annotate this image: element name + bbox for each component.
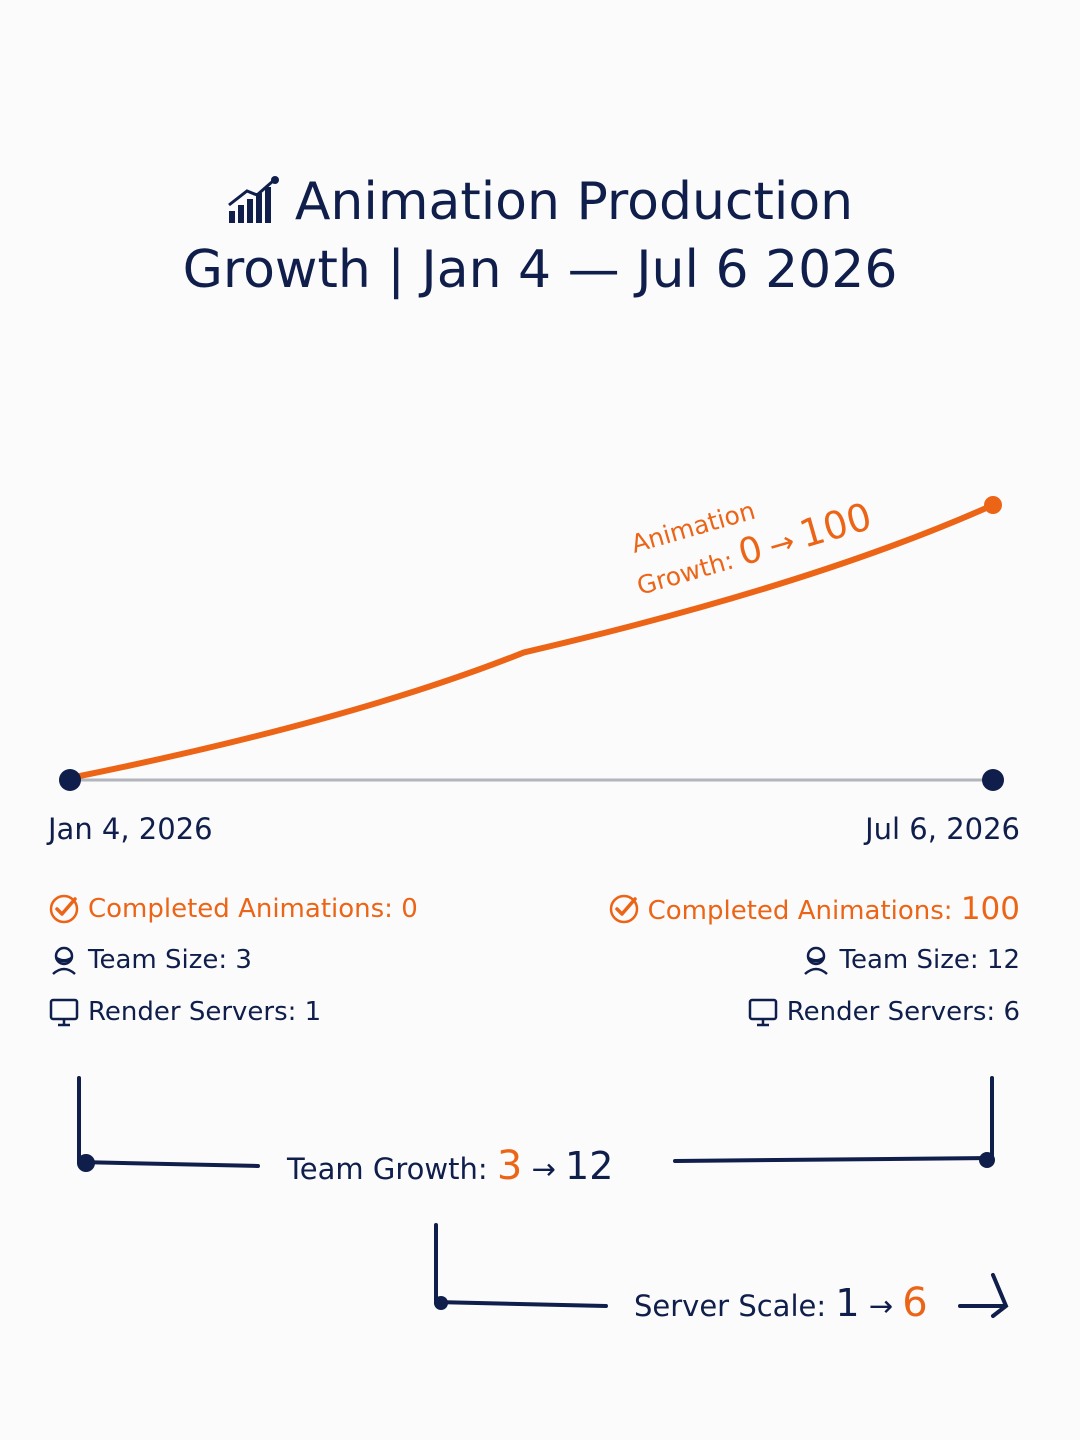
- monitor-icon: [748, 998, 778, 1027]
- person-headset-icon: [52, 946, 76, 975]
- end-date-label: Jul 6, 2026: [865, 812, 1020, 846]
- start-team-text: Team Size: 3: [88, 945, 252, 975]
- start-date-label: Jan 4, 2026: [48, 812, 213, 846]
- start-team-value: 3: [235, 945, 252, 975]
- end-team-label: Team Size:: [839, 945, 987, 975]
- team-bracket-right-dot: [979, 1152, 995, 1168]
- title-text-2: Growth | Jan 4 — Jul 6 2026: [182, 240, 898, 300]
- series-label-arrow: →: [765, 524, 799, 565]
- timeline-start-point: [59, 769, 81, 791]
- team-growth-arrow: →: [531, 1152, 556, 1186]
- team-growth-text: Team Growth:: [287, 1152, 497, 1186]
- server-scale-to: 6: [902, 1280, 928, 1326]
- start-servers-value: 1: [304, 997, 322, 1027]
- server-bracket-dot: [434, 1296, 448, 1310]
- server-scale-arrow: →: [868, 1289, 894, 1323]
- timeline-end-point: [982, 769, 1004, 791]
- start-team-size: Team Size: 3: [48, 944, 252, 976]
- end-completed-animations: Completed Animations: 100: [608, 891, 1020, 927]
- chart-title: Animation Production Growth | Jan 4 — Ju…: [0, 168, 1080, 304]
- team-bracket-left-dot: [77, 1154, 95, 1172]
- end-team-value: 12: [986, 945, 1020, 975]
- start-completed-animations: Completed Animations: 0: [48, 893, 418, 925]
- server-scale-from: 1: [835, 1281, 860, 1325]
- bar-chart-growth-icon: [227, 176, 279, 223]
- end-servers-label: Render Servers:: [786, 997, 1004, 1027]
- check-circle-icon: [609, 894, 638, 924]
- team-growth-label: Team Growth: 3 → 12: [287, 1143, 613, 1189]
- end-completed-label: Completed Animations:: [647, 896, 961, 926]
- start-completed-text: Completed Animations: 0: [88, 894, 418, 924]
- start-team-label: Team Size:: [88, 945, 236, 975]
- team-growth-to: 12: [565, 1144, 614, 1188]
- title-text-1: Animation Production: [294, 172, 854, 232]
- server-scale-text: Server Scale:: [634, 1289, 836, 1323]
- start-servers-text: Render Servers: 1: [88, 997, 321, 1027]
- start-servers-label: Render Servers:: [88, 997, 305, 1027]
- title-line-1: Animation Production: [0, 168, 1080, 236]
- end-team-size: Team Size: 12: [800, 944, 1020, 976]
- end-completed-text: Completed Animations: 100: [648, 891, 1020, 927]
- end-servers-text: Render Servers: 6: [787, 997, 1020, 1027]
- monitor-icon: [49, 998, 79, 1027]
- start-render-servers: Render Servers: 1: [48, 996, 321, 1028]
- animation-growth-line: [67, 502, 996, 781]
- end-team-text: Team Size: 12: [840, 945, 1020, 975]
- start-completed-value: 0: [401, 894, 418, 924]
- end-render-servers: Render Servers: 6: [747, 996, 1020, 1028]
- series-label-to: 100: [795, 494, 877, 556]
- server-scale-label: Server Scale: 1 → 6: [634, 1280, 928, 1326]
- end-servers-value: 6: [1003, 997, 1020, 1027]
- team-growth-from: 3: [496, 1143, 523, 1189]
- start-completed-label: Completed Animations:: [88, 894, 402, 924]
- animation-growth-end-point: [984, 496, 1002, 514]
- person-headset-icon: [803, 946, 828, 975]
- check-circle-icon: [49, 894, 79, 924]
- series-label: Animation Growth: 0→100: [628, 494, 877, 601]
- end-completed-value: 100: [960, 891, 1020, 927]
